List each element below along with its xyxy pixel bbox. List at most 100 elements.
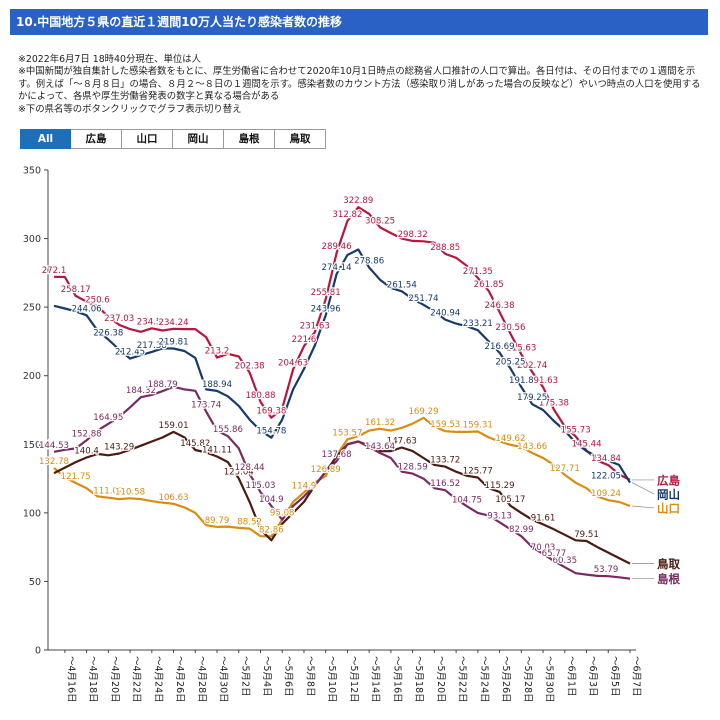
data-label-広島: 134.84 [591,454,621,464]
x-tick-label: ～4月26日 [174,656,185,703]
data-label-広島: 230.56 [495,323,525,333]
data-label-岡山: 226.38 [93,329,123,339]
x-tick-label: ～6月7日 [631,656,642,697]
legend-label-広島: 広島 [657,473,680,487]
data-label-山口: 121.75 [61,472,91,482]
data-label-広島: 246.38 [485,301,515,311]
legend-label-岡山: 岡山 [657,487,680,501]
data-label-島根: 173.74 [191,401,221,411]
data-label-広島: 271.35 [463,267,493,277]
x-tick-label: ～4月30日 [218,656,229,703]
series-line-山口 [53,416,631,538]
data-label-鳥取: 105.17 [495,495,525,505]
data-label-広島: 250.6 [85,295,110,305]
tab-shimane[interactable]: 島根 [224,129,275,149]
legend-label-島根: 島根 [657,572,680,586]
data-label-山口: 82.86 [259,525,284,535]
y-tick-label: 300 [23,234,41,245]
data-label-山口: 132.78 [39,457,69,467]
data-label-島根: 116.52 [430,479,460,489]
note-timestamp: ※2022年6月7日 18時40分現在、単位は人 [18,54,201,65]
data-label-岡山: 278.86 [354,257,384,267]
data-label-岡山: 154.78 [256,427,286,437]
y-tick-label: 350 [23,166,41,177]
tab-tottori[interactable]: 鳥取 [275,129,326,149]
x-tick-label: ～5月24日 [478,656,489,703]
data-label-広島: 255.81 [311,288,341,298]
data-label-広島: 289.46 [322,242,352,252]
x-tick-label: ～5月14日 [370,656,381,703]
data-label-山口: 143.66 [517,442,547,452]
data-label-島根: 143.64 [365,442,395,452]
data-label-岡山: 205.25 [495,358,525,368]
y-tick-label: 200 [23,371,41,382]
data-label-島根: 104.75 [452,495,482,505]
data-label-岡山: 261.54 [387,280,417,290]
prefecture-tabs: All 広島 山口 岡山 島根 鳥取 [20,129,326,149]
x-tick-label: ～5月22日 [457,656,468,703]
data-label-鳥取: 145.82 [180,439,210,449]
data-label-島根: 184.32 [126,386,156,396]
note-toggle-hint: ※下の県名等のボタンクリックでグラフ表示切り替え [18,103,242,115]
legend-label-鳥取: 鳥取 [657,557,680,571]
data-label-島根: 188.79 [148,380,178,390]
data-label-鳥取: 79.51 [574,530,599,540]
data-label-広島: 202.74 [517,361,547,371]
x-tick-label: ～5月28日 [522,656,533,703]
data-label-山口: 110.58 [115,487,145,497]
data-label-岡山: 217.38 [137,341,167,351]
data-label-島根: 144.53 [39,441,69,451]
data-label-岡山: 122.05 [591,472,621,482]
data-label-広島: 221.6 [292,335,317,345]
data-label-鳥取: 133.72 [430,456,460,466]
x-tick-label: ～5月12日 [348,656,359,703]
x-tick-label: ～4月22日 [131,656,142,703]
data-label-岡山: 212.45 [115,348,145,358]
data-label-岡山: 188.94 [202,380,232,390]
data-label-山口: 149.62 [495,434,525,444]
tab-okayama[interactable]: 岡山 [173,129,224,149]
data-label-広島: 258.17 [61,285,91,295]
legend-leader-岡山 [631,482,655,495]
x-tick-label: ～5月20日 [435,656,446,703]
data-label-島根: 152.88 [72,429,102,439]
data-label-山口: 95.08 [270,509,295,519]
y-tick-label: 50 [29,577,41,588]
x-tick-label: ～4月28日 [196,656,207,703]
data-label-島根: 115.03 [245,481,275,491]
data-label-広島: 169.38 [256,407,286,417]
y-tick-label: 150 [23,440,41,451]
data-label-広島: 180.88 [245,391,275,401]
data-label-岡山: 233.21 [463,319,493,329]
y-tick-label: 0 [35,646,41,657]
x-tick-label: ～5月2日 [239,656,250,697]
data-label-山口: 114.9 [292,481,317,491]
x-tick-label: ～4月20日 [109,656,120,703]
data-label-山口: 153.57 [332,428,362,438]
tab-yamaguchi[interactable]: 山口 [122,129,173,149]
data-label-岡山: 274.14 [322,263,352,273]
data-label-広島: 175.38 [539,398,569,408]
data-label-山口: 159.53 [430,420,460,430]
x-tick-label: ～5月4日 [261,656,272,697]
data-label-島根: 93.13 [487,511,512,521]
data-label-広島: 261.85 [474,280,504,290]
tab-hiroshima[interactable]: 広島 [71,129,122,149]
data-label-島根: 60.35 [552,556,577,566]
section-title: 10.中国地方５県の直近１週間10万人当たり感染者数の推移 [10,9,708,35]
data-label-島根: 128.59 [398,463,428,473]
tab-all[interactable]: All [20,129,71,149]
data-label-岡山: 179.25 [517,393,547,403]
notes: ※2022年6月7日 18時40分現在、単位は人 ※中国新聞が独自集計した感染者… [18,54,708,116]
data-label-広島: 298.32 [398,230,428,240]
data-label-鳥取: 125.04 [224,468,254,478]
data-label-島根: 155.86 [213,425,243,435]
data-label-広島: 145.44 [571,440,601,450]
data-label-岡山: 219.81 [159,338,189,348]
data-label-岡山: 243.96 [311,304,341,314]
x-tick-label: ～5月8日 [304,656,315,697]
x-tick-label: ～4月16日 [65,656,76,703]
data-label-広島: 308.25 [365,216,395,226]
data-label-山口: 109.24 [591,489,621,499]
data-label-広島: 322.89 [343,196,373,206]
